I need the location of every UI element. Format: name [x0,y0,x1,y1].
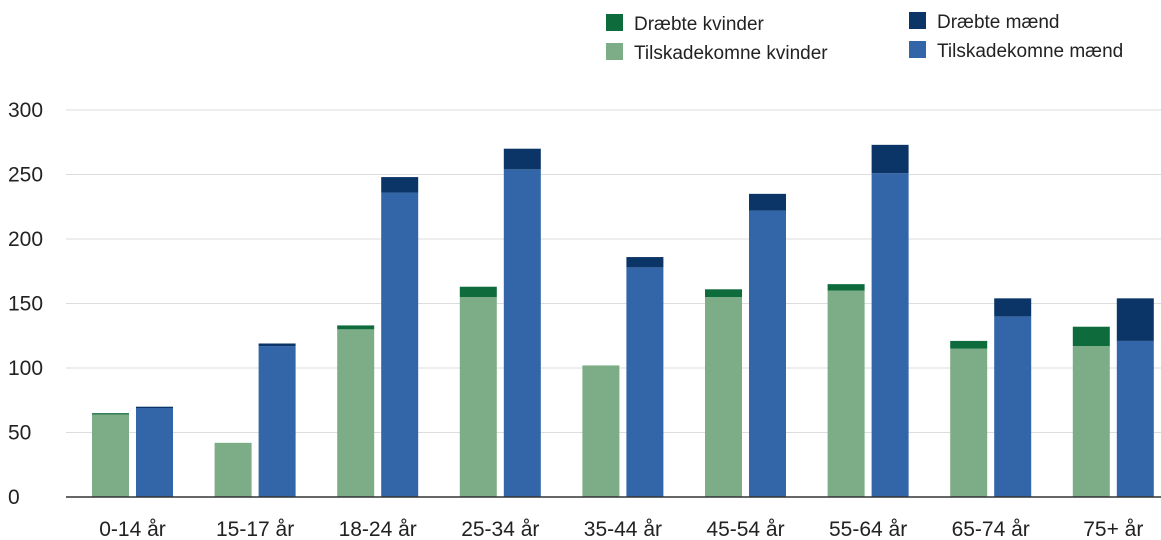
bar-segment [337,329,375,497]
x-tick-label: 55-64 år [829,518,907,540]
bar-segment [871,144,909,174]
legend: Dræbte kvinder Tilskadekomne kvinder Dræbt… [606,12,1123,64]
bar-segment [749,193,786,211]
x-tick-label: 15-17 år [216,518,294,540]
bar-segment [827,284,865,291]
legend-swatch [909,12,926,29]
y-tick-label: 150 [8,293,43,316]
x-tick-label: 65-74 år [952,518,1030,540]
bar-segment [705,289,742,298]
bar-segment [258,346,296,497]
bar-segment [214,442,252,497]
y-axis: 0 50 100 150 200 250 300 [8,99,43,509]
bar-segment [503,148,541,170]
x-tick-label: 18-24 år [339,518,417,540]
bar-segment [705,297,742,497]
bar-segment [749,210,786,497]
y-tick-label: 50 [8,422,31,445]
legend-label: Tilskadekomne mænd [937,41,1123,62]
bar-segment [1116,298,1154,341]
y-tick-label: 250 [8,164,43,187]
x-tick-label: 35-44 år [584,518,662,540]
bar-segment [503,169,541,497]
legend-swatch [606,43,623,60]
bar-segment [337,325,375,330]
x-tick-label: 25-34 år [461,518,539,540]
bar-segment [136,407,173,497]
bar-segment [950,348,988,497]
bar-segment [994,316,1032,497]
bar-segment [626,267,664,497]
y-tick-label: 0 [8,486,20,509]
bar-segment [381,177,419,193]
bar-segment [1072,326,1110,347]
bars [92,144,1154,497]
bar-segment [92,413,129,415]
bar-segment [1116,340,1154,497]
y-tick-label: 300 [8,99,43,122]
bar-segment [994,298,1032,317]
x-tick-label: 0-14 år [99,518,166,540]
legend-label: Dræbte mænd [937,12,1060,33]
bar-segment [459,297,497,497]
bar-segment [459,286,497,298]
bar-segment [258,343,296,347]
bar-segment [1072,346,1110,497]
x-axis: 0-14 år 15-17 år 18-24 år 25-34 år 35-44 år 4… [99,518,1143,540]
legend-swatch [606,14,623,31]
bar-segment [626,257,664,268]
y-tick-label: 200 [8,228,43,251]
legend-label: Dræbte kvinder [634,14,765,35]
legend-swatch [909,41,926,58]
x-tick-label: 45-54 år [706,518,784,540]
bar-segment [950,340,988,349]
y-tick-label: 100 [8,357,43,380]
bar-segment [381,192,419,497]
bar-segment [827,290,865,497]
legend-label: Tilskadekomne kvinder [634,43,828,64]
x-tick-label: 75+ år [1083,518,1143,540]
bar-segment [92,414,129,497]
bar-segment [136,406,173,408]
bar-segment [871,173,909,497]
bar-segment [582,365,620,497]
